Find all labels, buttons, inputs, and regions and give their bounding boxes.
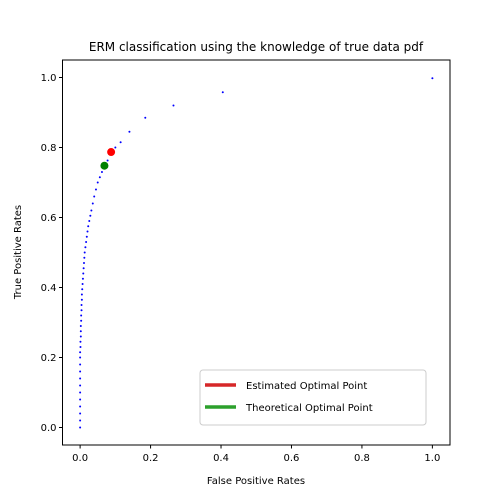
roc-point (221, 91, 224, 94)
roc-point (81, 277, 84, 280)
x-tick-label: 0.0 (72, 453, 88, 464)
roc-point (79, 426, 82, 429)
roc-point (80, 304, 83, 306)
roc-point (80, 314, 83, 317)
roc-point (83, 251, 86, 254)
roc-point (80, 319, 83, 322)
roc-point (94, 188, 97, 191)
roc-point (96, 181, 99, 184)
roc-point (79, 330, 82, 333)
roc-point (79, 412, 82, 415)
y-tick-label: 0.6 (41, 213, 57, 224)
roc-point (83, 256, 86, 259)
roc-curve (79, 77, 434, 429)
x-axis: 0.0 0.2 0.4 0.6 0.8 1.0 (72, 445, 440, 464)
roc-point (79, 356, 82, 359)
x-tick-label: 1.0 (424, 453, 440, 464)
roc-point (79, 391, 82, 394)
optimal-points (100, 148, 116, 170)
roc-point (80, 298, 83, 301)
roc-point (81, 283, 84, 285)
roc-point (128, 130, 131, 133)
roc-point (79, 363, 82, 366)
theoretical-optimal-point (100, 161, 109, 170)
y-tick-label: 1.0 (41, 73, 57, 84)
roc-point (79, 340, 82, 343)
roc-point (87, 225, 90, 228)
legend-label-theoretical: Theoretical Optimal Point (245, 403, 373, 414)
roc-point (79, 398, 82, 401)
roc-point (80, 293, 83, 296)
roc-point (79, 405, 82, 408)
roc-point (106, 159, 109, 162)
x-tick-label: 0.8 (354, 453, 370, 464)
roc-point (119, 141, 122, 144)
legend-box (199, 369, 427, 426)
y-axis-label: True Positive Rates (13, 205, 24, 300)
chart-title: ERM classification using the knowledge o… (89, 40, 424, 54)
roc-point (79, 335, 82, 338)
roc-point (79, 419, 82, 422)
y-tick-label: 0.0 (41, 423, 57, 434)
roc-point (93, 195, 96, 198)
roc-point (89, 214, 92, 217)
roc-point (82, 262, 85, 264)
y-axis: 0.0 0.2 0.4 0.6 0.8 1.0 (41, 73, 63, 434)
roc-point (98, 176, 101, 179)
y-tick-label: 0.4 (41, 283, 57, 294)
x-tick-label: 0.6 (284, 453, 300, 464)
roc-point (85, 235, 88, 238)
legend-label-estimated: Estimated Optimal Point (246, 381, 367, 392)
roc-point (80, 309, 83, 312)
roc-point (172, 104, 175, 107)
roc-point (85, 241, 88, 243)
roc-point (144, 116, 147, 119)
roc-point (114, 146, 117, 149)
roc-point (82, 267, 85, 270)
roc-point (79, 325, 82, 327)
roc-point (91, 202, 94, 205)
legend: Estimated Optimal Point Theoretical Opti… (199, 369, 427, 426)
roc-point (81, 288, 84, 291)
roc-point (84, 246, 87, 249)
roc-point (79, 346, 82, 348)
y-tick-label: 0.2 (41, 353, 57, 364)
roc-point (79, 351, 82, 354)
x-tick-label: 0.2 (143, 453, 159, 464)
roc-point (90, 209, 93, 212)
roc-point (79, 377, 82, 380)
roc-point (431, 77, 434, 80)
x-axis-label: False Positive Rates (207, 476, 305, 487)
estimated-optimal-point (107, 148, 116, 157)
roc-point (82, 272, 85, 275)
roc-point (79, 384, 82, 387)
roc-point (86, 230, 89, 233)
y-tick-label: 0.8 (41, 143, 57, 154)
roc-point (100, 171, 103, 173)
roc-point (88, 220, 91, 222)
roc-point (79, 370, 82, 373)
x-tick-label: 0.4 (213, 453, 229, 464)
